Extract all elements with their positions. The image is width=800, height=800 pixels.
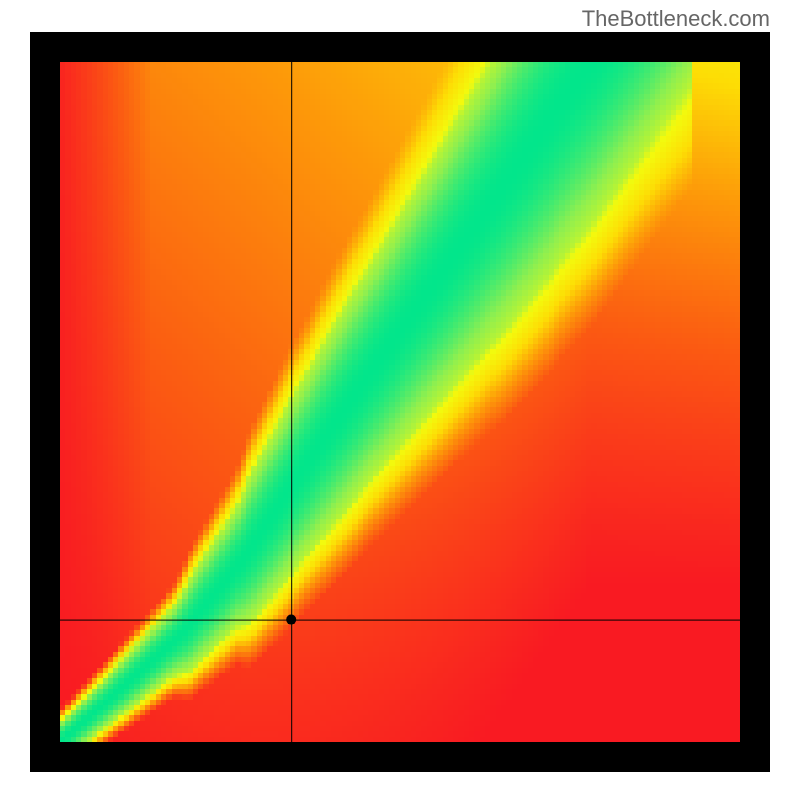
attribution-text: TheBottleneck.com	[582, 6, 770, 32]
chart-frame	[30, 32, 770, 772]
heatmap-canvas	[30, 32, 770, 772]
figure-root: TheBottleneck.com	[0, 0, 800, 800]
